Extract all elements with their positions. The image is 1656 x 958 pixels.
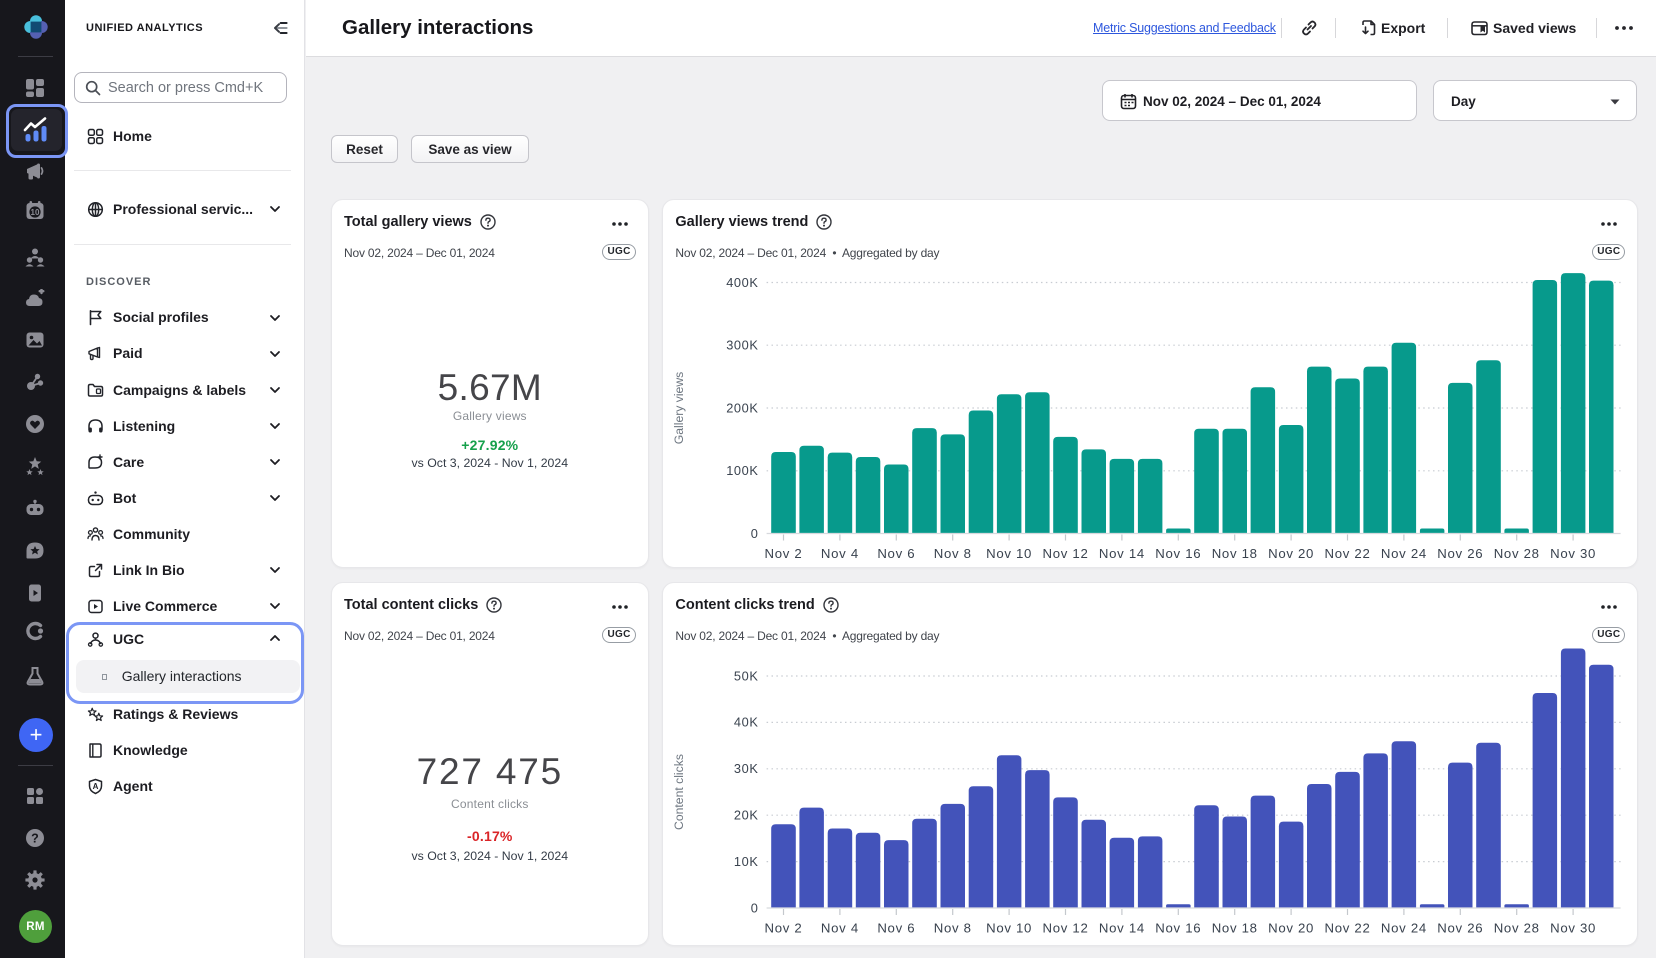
svg-text:Nov 30: Nov 30	[1550, 546, 1596, 561]
svg-text:Nov 2: Nov 2	[765, 921, 803, 936]
svg-text:0: 0	[751, 526, 759, 541]
svg-text:10K: 10K	[734, 854, 759, 869]
svg-text:300K: 300K	[727, 338, 759, 353]
svg-text:200K: 200K	[727, 400, 759, 415]
svg-text:Nov 24: Nov 24	[1381, 546, 1427, 561]
svg-text:Nov 26: Nov 26	[1438, 921, 1484, 936]
svg-text:Nov 26: Nov 26	[1438, 546, 1484, 561]
svg-text:Nov 20: Nov 20	[1268, 921, 1314, 936]
svg-text:Nov 6: Nov 6	[878, 546, 916, 561]
svg-text:Nov 22: Nov 22	[1325, 921, 1371, 936]
svg-text:Nov 4: Nov 4	[821, 921, 859, 936]
svg-text:Nov 14: Nov 14	[1099, 546, 1145, 561]
svg-text:Nov 28: Nov 28	[1494, 546, 1540, 561]
svg-text:100K: 100K	[727, 463, 759, 478]
svg-text:Nov 18: Nov 18	[1212, 921, 1258, 936]
svg-text:Nov 20: Nov 20	[1268, 546, 1314, 561]
svg-text:Nov 12: Nov 12	[1043, 921, 1089, 936]
svg-text:40K: 40K	[734, 715, 759, 730]
svg-text:Nov 10: Nov 10	[986, 546, 1032, 561]
svg-text:Nov 30: Nov 30	[1550, 921, 1596, 936]
svg-text:Nov 2: Nov 2	[765, 546, 803, 561]
svg-text:Nov 10: Nov 10	[986, 921, 1032, 936]
svg-text:10: 10	[31, 208, 40, 217]
svg-text:A: A	[93, 782, 99, 791]
svg-text:Nov 14: Nov 14	[1099, 921, 1145, 936]
svg-text:Nov 16: Nov 16	[1156, 546, 1202, 561]
svg-text:50K: 50K	[734, 668, 759, 683]
svg-text:Nov 6: Nov 6	[878, 921, 916, 936]
svg-text:Nov 12: Nov 12	[1043, 546, 1089, 561]
svg-text:Nov 18: Nov 18	[1212, 546, 1258, 561]
svg-text:?: ?	[31, 832, 39, 846]
svg-text:Nov 24: Nov 24	[1381, 921, 1427, 936]
svg-text:Gallery views: Gallery views	[672, 372, 686, 444]
svg-text:Nov 16: Nov 16	[1156, 921, 1202, 936]
svg-text:Nov 8: Nov 8	[934, 921, 972, 936]
svg-text:30K: 30K	[734, 761, 759, 776]
svg-text:400K: 400K	[727, 275, 759, 290]
svg-text:Nov 8: Nov 8	[934, 546, 972, 561]
svg-text:20K: 20K	[734, 808, 759, 823]
svg-text:Nov 28: Nov 28	[1494, 921, 1540, 936]
svg-text:Nov 22: Nov 22	[1325, 546, 1371, 561]
svg-text:Nov 4: Nov 4	[821, 546, 859, 561]
svg-text:0: 0	[751, 900, 759, 915]
svg-text:Content clicks: Content clicks	[672, 754, 686, 830]
